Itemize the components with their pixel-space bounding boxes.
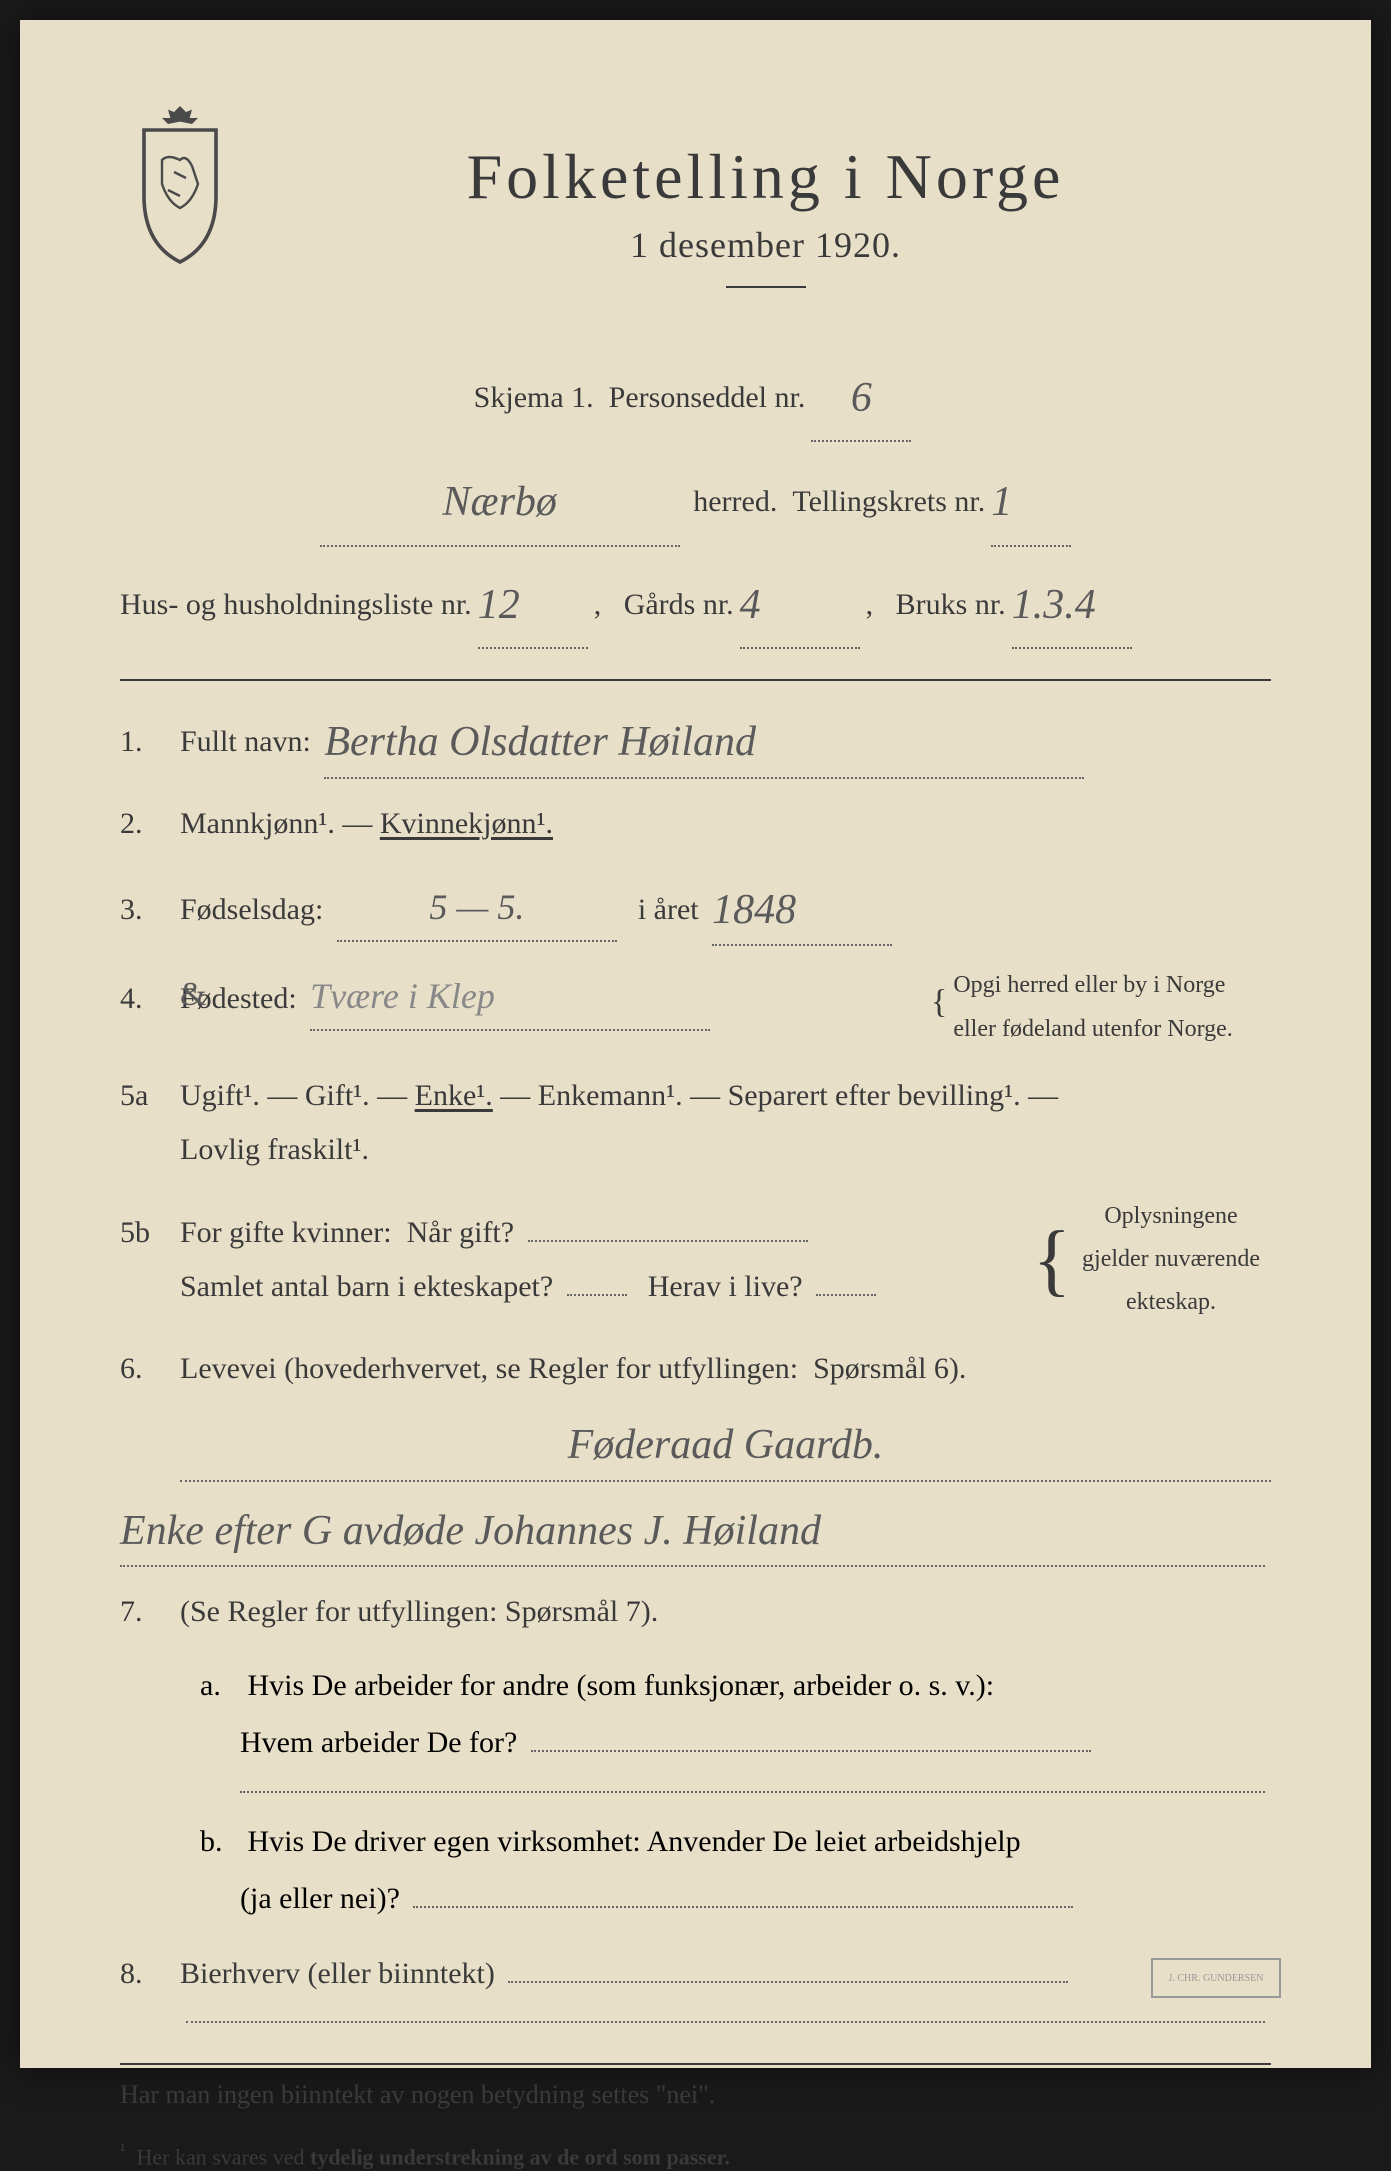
q6-label: Levevei (hovederhvervet, se Regler for u…	[180, 1352, 798, 1385]
q2-kvinne: Kvinnekjønn¹.	[380, 807, 553, 840]
q5b-label3: Samlet antal barn i ekteskapet?	[180, 1270, 553, 1303]
meta-line-2: Nærbø herred. Tellingskrets nr. 1	[120, 452, 1271, 546]
q2: 2. Mannkjønn¹. — Kvinnekjønn¹.	[120, 797, 1271, 851]
title-divider	[726, 286, 806, 288]
skjema-label: Skjema 1.	[474, 365, 594, 431]
q3: 3. Fødselsdag: 5 — 5. i året 1848	[120, 869, 1271, 947]
q7-num: 7.	[120, 1585, 180, 1639]
footer-note-text: Har man ingen biinntekt av nogen betydni…	[120, 2080, 715, 2109]
sub-title: 1 desember 1920.	[260, 224, 1271, 266]
header: Folketelling i Norge 1 desember 1920.	[120, 100, 1271, 318]
q6-value2: Enke efter G avdøde Johannes J. Høiland	[120, 1508, 821, 1554]
herred-label: herred.	[693, 469, 777, 535]
meta-line-3: Hus- og husholdningsliste nr. 12, Gårds …	[120, 555, 1271, 649]
q1-value: Bertha Olsdatter Høiland	[324, 719, 756, 765]
q6-value1: Føderaad Gaardb.	[568, 1422, 884, 1468]
printer-stamp: J. CHR. GUNDERSEN	[1151, 1958, 1281, 1998]
q8-label: Bierhverv (eller biinntekt)	[180, 1957, 495, 1990]
q5b-note1: Oplysningene	[1104, 1203, 1237, 1229]
husliste-label: Hus- og husholdningsliste nr.	[120, 572, 472, 638]
q1-label: Fullt navn:	[180, 725, 311, 758]
q8-num: 8.	[120, 1947, 180, 2001]
q5a-separert: Separert efter bevilling¹.	[728, 1079, 1021, 1112]
crest-svg	[120, 100, 240, 268]
footer-note: Har man ingen biinntekt av nogen betydni…	[120, 2063, 1271, 2110]
q7b-text2: (ja eller nei)?	[240, 1882, 400, 1915]
footnote-text: Her kan svares ved tydelig understreknin…	[137, 2145, 730, 2170]
q3-num: 3.	[120, 883, 180, 937]
bruks-label: Bruks nr.	[896, 572, 1006, 638]
q3-daymonth: 5 — 5.	[429, 887, 524, 927]
q7-label: (Se Regler for utfyllingen: Spørsmål 7).	[180, 1595, 658, 1628]
gards-label: Gårds nr.	[624, 572, 734, 638]
q5a-num: 5a	[120, 1069, 180, 1123]
q6-label2: Spørsmål 6).	[813, 1352, 966, 1385]
footnote-marker: ¹	[120, 2140, 126, 2160]
q8: 8. Bierhverv (eller biinntekt)	[120, 1947, 1271, 2023]
q7b-text1: Hvis De driver egen virksomhet: Anvender…	[248, 1825, 1021, 1858]
questions-section: 1. Fullt navn: Bertha Olsdatter Høiland …	[120, 679, 1271, 2110]
q5b-label1: For gifte kvinner:	[180, 1216, 392, 1249]
bracket-icon: {	[1033, 1228, 1071, 1292]
q3-year: 1848	[712, 887, 796, 933]
q4-note2: eller fødeland utenfor Norge.	[953, 1016, 1232, 1042]
q7a-text2: Hvem arbeider De for?	[240, 1726, 517, 1759]
q7b-letter: b.	[200, 1813, 240, 1870]
q4: & 4. Fødested: Tvære i Klep { Opgi herre…	[120, 964, 1271, 1050]
q5b-note3: ekteskap.	[1126, 1289, 1216, 1315]
q1-num: 1.	[120, 715, 180, 769]
q5a-fraskilt: Lovlig fraskilt¹.	[180, 1133, 369, 1166]
q5b-note2: gjelder nuværende	[1082, 1246, 1260, 1272]
q7a-letter: a.	[200, 1657, 240, 1714]
bruks-nr: 1.3.4	[1012, 582, 1096, 628]
main-title: Folketelling i Norge	[260, 140, 1271, 214]
tellingskrets-label: Tellingskrets nr.	[792, 469, 985, 535]
q7a-text1: Hvis De arbeider for andre (som funksjon…	[248, 1669, 995, 1702]
q5b-label2: Når gift?	[407, 1216, 514, 1249]
census-form-page: Folketelling i Norge 1 desember 1920. Sk…	[20, 20, 1371, 2068]
q6: 6. Levevei (hovederhvervet, se Regler fo…	[120, 1342, 1271, 1567]
q5a: 5a Ugift¹. — Gift¹. — Enke¹. — Enkemann¹…	[120, 1069, 1271, 1177]
q5b-label4: Herav i live?	[648, 1270, 803, 1303]
q3-yearlabel: i året	[638, 893, 699, 926]
q3-label: Fødselsdag:	[180, 893, 323, 926]
personseddel-nr: 6	[851, 375, 872, 421]
stamp-text: J. CHR. GUNDERSEN	[1168, 1973, 1263, 1984]
q7: 7. (Se Regler for utfyllingen: Spørsmål …	[120, 1585, 1271, 1639]
q5b: 5b For gifte kvinner: Når gift? Samlet a…	[120, 1195, 1271, 1325]
personseddel-label: Personseddel nr.	[609, 365, 806, 431]
q7a: a. Hvis De arbeider for andre (som funks…	[200, 1657, 1271, 1793]
herred-value: Nærbø	[443, 479, 557, 525]
q4-value: Tvære i Klep	[310, 976, 495, 1016]
tellingskrets-nr: 1	[991, 479, 1012, 525]
q5a-enkemann: Enkemann¹.	[538, 1079, 683, 1112]
q6-num: 6.	[120, 1342, 180, 1396]
q5b-num: 5b	[120, 1206, 180, 1260]
q2-mann: Mannkjønn¹.	[180, 807, 335, 840]
coat-of-arms-icon	[120, 100, 240, 260]
q5a-gift: Gift¹.	[305, 1079, 370, 1112]
meta-line-1: Skjema 1. Personseddel nr. 6	[120, 348, 1271, 442]
q2-dash: —	[342, 807, 380, 840]
title-block: Folketelling i Norge 1 desember 1920.	[260, 100, 1271, 318]
q5a-ugift: Ugift¹.	[180, 1079, 260, 1112]
q4-num: 4.	[120, 972, 180, 1026]
q2-num: 2.	[120, 797, 180, 851]
footnote: ¹ Her kan svares ved tydelig understrekn…	[120, 2140, 1271, 2170]
q5a-enke: Enke¹.	[415, 1079, 493, 1112]
q1: 1. Fullt navn: Bertha Olsdatter Høiland	[120, 701, 1271, 779]
q4-note1: Opgi herred eller by i Norge	[953, 972, 1225, 998]
gards-nr: 4	[740, 582, 761, 628]
q4-margin-mark: &	[180, 964, 206, 1025]
husliste-nr: 12	[478, 582, 520, 628]
q7b: b. Hvis De driver egen virksomhet: Anven…	[200, 1813, 1271, 1927]
